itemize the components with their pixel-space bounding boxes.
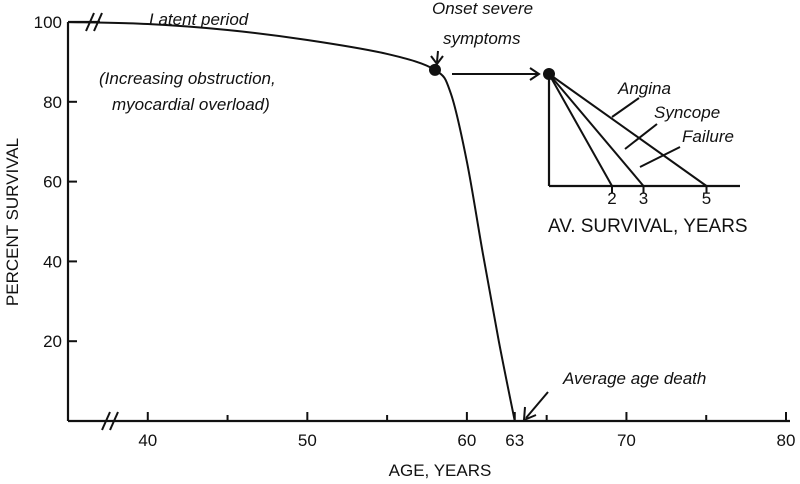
latent-period-label: Latent period	[149, 10, 249, 29]
inset-tick-label: 2	[607, 189, 616, 208]
y-tick-label: 100	[34, 13, 62, 32]
x-axis-title: AGE, YEARS	[389, 461, 492, 480]
y-tick-label: 60	[43, 173, 62, 192]
inset-line-syncope	[548, 73, 645, 187]
y-ticks: 20 40 60 80 100	[34, 13, 77, 351]
onset-marker	[428, 63, 441, 76]
inset-lines	[548, 73, 708, 187]
x-tick-label: 70	[617, 431, 636, 450]
x-tick-label: 60	[457, 431, 476, 450]
onset-label-line1: Onset severe	[432, 0, 533, 18]
y-tick-label: 20	[43, 332, 62, 351]
latent-detail-line1: (Increasing obstruction,	[99, 69, 276, 88]
x-ticks: 40 50 60 63 70 80	[138, 412, 795, 450]
y-tick-label: 80	[43, 93, 62, 112]
y-axis-title: PERCENT SURVIVAL	[3, 138, 22, 306]
inset-x-axis-title: AV. SURVIVAL, YEARS	[548, 216, 748, 237]
axis-break-marker-bottom	[101, 411, 119, 431]
inset-chart: 2 3 5 Angina Syncope Failure AV. SURVIVAL,…	[543, 68, 748, 237]
x-tick-label: 50	[298, 431, 317, 450]
inset-leader-lines	[611, 97, 681, 168]
inset-line-angina	[548, 73, 708, 187]
x-tick-label: 63	[505, 431, 524, 450]
death-arrow	[522, 391, 549, 422]
inset-tick-label: 3	[639, 189, 648, 208]
inset-connector-arrow	[452, 67, 541, 81]
inset-ticks: 2 3 5	[607, 186, 711, 208]
x-tick-label: 80	[777, 431, 796, 450]
onset-label-line2: symptoms	[443, 29, 521, 48]
y-tick-label: 40	[43, 252, 62, 271]
inset-label-angina: Angina	[617, 79, 671, 98]
inset-label-syncope: Syncope	[654, 103, 720, 122]
inset-tick-label: 5	[702, 189, 711, 208]
inset-line-failure	[548, 73, 613, 187]
x-tick-label: 40	[138, 431, 157, 450]
average-age-death-label: Average age death	[562, 369, 706, 388]
inset-label-failure: Failure	[682, 127, 734, 146]
onset-arrow	[430, 50, 444, 66]
latent-detail-line2: myocardial overload)	[112, 95, 270, 114]
